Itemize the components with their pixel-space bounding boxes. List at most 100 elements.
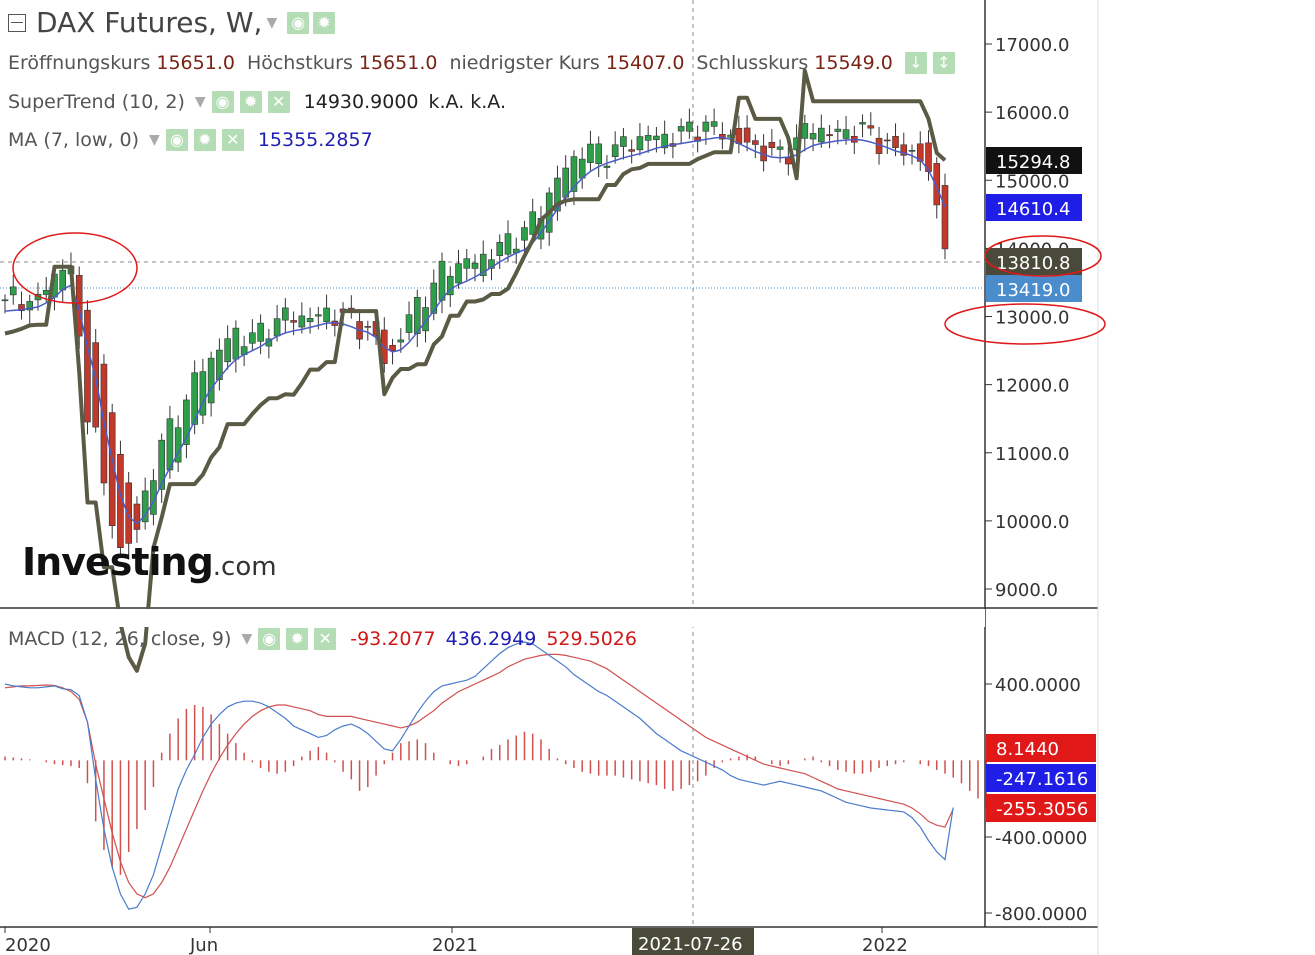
macd-histogram-group [4,704,987,875]
candle-body [801,123,809,139]
candle-body [941,185,949,250]
chevron-down-icon[interactable]: ▼ [149,132,160,148]
candle-body [479,253,487,276]
arrow-down-icon[interactable]: ↓ [904,52,927,74]
candle-body [92,342,100,428]
candle-body [158,439,165,490]
candle-body [199,371,207,416]
candle-body [521,227,528,241]
candle-body [611,144,619,157]
candle-body [463,258,471,269]
candle-body [900,144,908,156]
ma-legend: MA (7, low, 0) ▼ ◉ ✹ ✕ 15355.2857 [8,129,379,151]
chevron-down-icon[interactable]: ▼ [266,14,278,31]
pane-gap [0,609,985,627]
gear-icon[interactable]: ✹ [286,628,309,650]
collapse-icon[interactable] [8,13,26,32]
ma-line [4,136,946,525]
candle-body [42,289,50,295]
candle-body [405,314,413,333]
ohlc-low-value: 15407.0 [605,52,685,74]
annotation-ellipse [984,235,1102,277]
gear-icon[interactable]: ✹ [239,91,262,113]
candle-body [207,357,215,404]
ohlc-close-label: Schlusskurs [696,52,809,74]
candle-body [298,315,306,328]
candle-body [702,121,710,132]
arrows-updown-icon[interactable]: ↕ [932,52,955,74]
candle-body [422,307,429,332]
gear-icon[interactable]: ✹ [313,11,336,34]
candle-body [916,143,924,162]
price-tick-label: 9000.0 [995,580,1058,601]
candle-body [892,136,899,148]
candle-body [776,146,784,150]
candle-body [446,275,454,296]
time-tick-label: 2022 [862,935,908,955]
price-tick-label: 12000.0 [995,376,1069,397]
candle-body [59,269,67,291]
candle-body [191,372,198,425]
annotation-ellipse [12,232,138,304]
macd-badge-label: -247.1616 [996,769,1088,790]
candle-body [413,297,421,334]
price-badge-label: 15294.8 [996,152,1070,173]
candle-body [752,140,759,145]
eye-icon[interactable]: ◉ [287,11,310,34]
price-tick-label: 16000.0 [995,103,1069,124]
chevron-down-icon[interactable]: ▼ [194,94,206,110]
supertrend-value-2: k.A. [428,91,465,113]
candle-body [562,167,570,198]
price-badge-label: 14610.4 [996,199,1070,220]
candle-body [84,309,91,423]
price-badge [986,147,1082,174]
close-icon[interactable]: ✕ [221,129,244,151]
candle-body [389,345,396,352]
candle-body [743,127,751,143]
candle-body [183,399,190,445]
ohlc-high-label: Höchstkurs [246,52,353,74]
candle-body [496,242,504,257]
ma-value: 15355.2857 [257,129,373,151]
candle-body [364,326,372,328]
candle-body [315,314,322,317]
eye-icon[interactable]: ◉ [258,628,281,650]
chevron-down-icon[interactable]: ▼ [241,631,253,647]
candle-body [710,121,718,127]
macd-badge-label: -255.3056 [996,799,1088,820]
candle-body [628,149,635,152]
close-icon[interactable]: ✕ [267,91,290,113]
candle-body [323,307,330,323]
candle-body [818,127,825,143]
price-badge [986,275,1082,302]
candle-body [504,233,512,255]
candle-body [595,143,602,164]
candle-body [306,318,314,323]
candle-body [455,263,462,284]
candle-body [133,503,141,530]
ohlc-high-value: 15651.0 [358,52,438,74]
candle-body [735,127,743,144]
ma-label: MA (7, low, 0) [8,129,140,151]
candle-body [644,135,652,141]
time-tick-label: 2020 [5,935,51,955]
close-icon[interactable]: ✕ [314,628,337,650]
eye-icon[interactable]: ◉ [211,91,234,113]
candle-body [125,482,132,544]
candle-body [587,143,594,163]
candle-body [174,427,182,463]
macd-hist-value: -93.2077 [350,628,436,650]
candle-body [141,490,149,523]
gear-icon[interactable]: ✹ [193,129,216,151]
logo-brand: Investing [22,540,214,584]
candle-body [768,141,776,149]
macd-label: MACD (12, 26, close, 9) [8,628,232,650]
annotation-ellipse [944,303,1106,345]
eye-icon[interactable]: ◉ [165,129,188,151]
price-tick-label: 10000.0 [995,512,1069,533]
candle-body [554,177,561,212]
ohlc-low-label: niedrigster Kurs [449,52,600,74]
candle-body [686,121,693,132]
candle-body [883,139,891,142]
